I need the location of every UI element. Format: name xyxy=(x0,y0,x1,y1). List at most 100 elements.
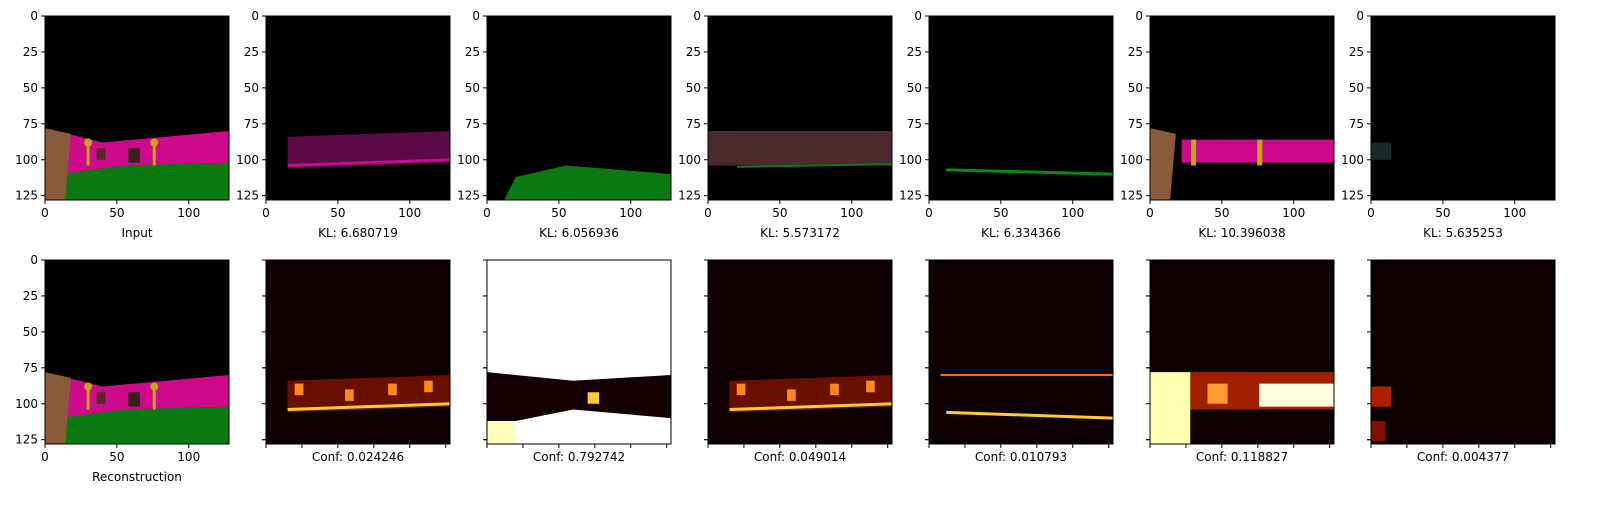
x-tick-label: 0 xyxy=(41,450,49,464)
x-tick-label: 0 xyxy=(925,206,933,220)
x-tick-label: 50 xyxy=(772,206,787,220)
component-band xyxy=(287,131,450,169)
component-edge xyxy=(736,163,892,168)
x-tick-label: 0 xyxy=(704,206,712,220)
wall-block xyxy=(1150,128,1176,200)
mask-hotspot xyxy=(866,380,875,393)
axes-frame xyxy=(44,15,230,201)
mask-hotspot xyxy=(388,383,397,396)
y-tick-label: 0 xyxy=(693,9,701,23)
x-tick-label: 0 xyxy=(483,206,491,220)
y-tick-label: 25 xyxy=(23,45,38,59)
y-tick-label: 50 xyxy=(23,325,38,339)
kl-label: KL: 6.056936 xyxy=(539,226,619,240)
key-icon xyxy=(1191,139,1197,166)
component-edge xyxy=(287,158,450,167)
door xyxy=(128,392,140,407)
y-tick-label: 0 xyxy=(914,9,922,23)
key-icon xyxy=(152,389,156,410)
conf-label: Reconstruction xyxy=(92,470,182,484)
y-tick-label: 100 xyxy=(1341,153,1364,167)
axes-frame xyxy=(265,15,451,201)
kl-label: KL: 6.680719 xyxy=(318,226,398,240)
key-icon xyxy=(150,138,159,147)
axes-frame xyxy=(1149,259,1335,445)
x-tick-label: 0 xyxy=(41,206,49,220)
y-tick-label: 125 xyxy=(678,189,701,203)
kl-label: KL: 5.635253 xyxy=(1423,226,1503,240)
y-tick-label: 25 xyxy=(244,45,259,59)
x-tick-label: 50 xyxy=(551,206,566,220)
axes-frame xyxy=(928,15,1114,201)
x-tick-label: 100 xyxy=(840,206,863,220)
y-tick-label: 125 xyxy=(1341,189,1364,203)
axes-frame xyxy=(1370,15,1556,201)
y-tick-label: 50 xyxy=(244,81,259,95)
floor-region xyxy=(45,162,229,200)
conf-label: Conf: 0.792742 xyxy=(533,450,625,464)
panel-background xyxy=(708,16,892,200)
mask-hotspot xyxy=(736,383,746,396)
y-tick-label: 125 xyxy=(15,433,38,447)
y-tick-label: 100 xyxy=(15,397,38,411)
panel-background xyxy=(708,260,892,444)
floor-region xyxy=(504,165,671,200)
y-tick-label: 100 xyxy=(1120,153,1143,167)
mask-band xyxy=(487,372,671,427)
y-tick-label: 0 xyxy=(1356,9,1364,23)
y-tick-label: 50 xyxy=(1349,81,1364,95)
mask-hotspot xyxy=(830,383,839,396)
y-tick-label: 75 xyxy=(23,117,38,131)
mask-hotspot xyxy=(787,389,796,401)
subplot-1-4: Conf: 0.010793 xyxy=(925,259,1114,464)
axes-frame xyxy=(486,259,672,445)
y-tick-label: 50 xyxy=(686,81,701,95)
y-tick-label: 25 xyxy=(1349,45,1364,59)
mask-hotspot xyxy=(1150,372,1191,444)
wall-block xyxy=(45,128,71,200)
y-tick-label: 100 xyxy=(457,153,480,167)
x-tick-label: 50 xyxy=(109,450,124,464)
mask-hotspot xyxy=(345,389,354,401)
y-tick-label: 125 xyxy=(899,189,922,203)
panel-background xyxy=(1371,260,1555,444)
axes-frame xyxy=(1370,259,1556,445)
panel-background xyxy=(266,16,450,200)
x-tick-label: 100 xyxy=(619,206,642,220)
y-tick-label: 100 xyxy=(236,153,259,167)
wall-block xyxy=(45,372,71,444)
axes-frame xyxy=(265,259,451,445)
x-tick-label: 100 xyxy=(1282,206,1305,220)
mask-edge xyxy=(287,402,450,411)
y-tick-label: 100 xyxy=(678,153,701,167)
y-tick-label: 50 xyxy=(23,81,38,95)
mask-hotspot xyxy=(487,421,516,444)
y-tick-label: 75 xyxy=(1349,117,1364,131)
subplot-1-3: Conf: 0.049014 xyxy=(704,259,893,464)
axes-frame xyxy=(1149,15,1335,201)
conf-label: Conf: 0.118827 xyxy=(1196,450,1288,464)
mask-hotspot xyxy=(1371,421,1386,442)
y-tick-label: 75 xyxy=(686,117,701,131)
x-tick-label: 0 xyxy=(262,206,270,220)
y-tick-label: 0 xyxy=(30,253,38,267)
kl-label: KL: 5.573172 xyxy=(760,226,840,240)
subplot-1-5: Conf: 0.118827 xyxy=(1146,259,1335,464)
x-tick-label: 100 xyxy=(398,206,421,220)
x-tick-label: 50 xyxy=(1214,206,1229,220)
key-icon xyxy=(86,145,90,166)
y-tick-label: 125 xyxy=(15,189,38,203)
component-band xyxy=(1371,142,1392,160)
y-tick-label: 75 xyxy=(244,117,259,131)
conf-label: Conf: 0.010793 xyxy=(975,450,1067,464)
mask-hotspot xyxy=(587,392,600,404)
y-tick-label: 50 xyxy=(1128,81,1143,95)
y-tick-label: 50 xyxy=(465,81,480,95)
door xyxy=(96,392,106,404)
panel-background xyxy=(1371,16,1555,200)
mask-edge xyxy=(946,410,1113,420)
